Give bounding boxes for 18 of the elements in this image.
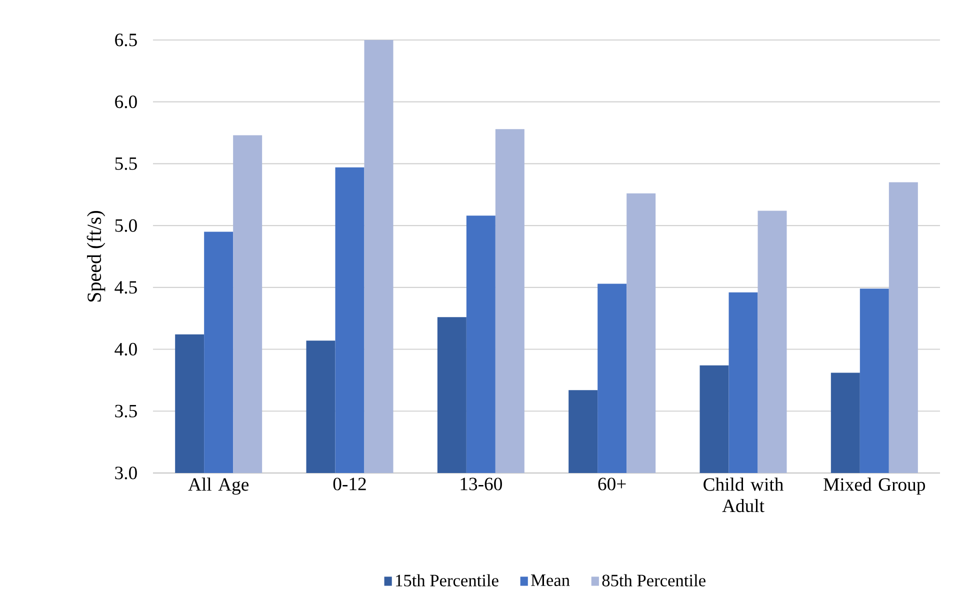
y-tick-label: 3.0 <box>115 466 137 480</box>
y-tick-label: 4.0 <box>114 342 137 356</box>
legend-label: 15th Percentile <box>396 574 498 586</box>
y-tick-label: 5.0 <box>115 219 137 232</box>
x-tick-label: All Age <box>188 478 249 495</box>
x-tick-label: Child with Adult <box>704 478 784 512</box>
x-tick-label: 60+ <box>598 478 626 490</box>
y-tick-label: 3.5 <box>115 404 137 418</box>
y-axis-title: Speed (ft/s) <box>86 211 106 302</box>
x-tick-label: 0-12 <box>333 478 366 490</box>
legend-label: Mean <box>531 574 570 586</box>
y-tick-label: 4.5 <box>114 281 137 294</box>
y-tick-label: 5.5 <box>115 157 137 170</box>
x-tick-label: Mixed Group <box>824 478 926 495</box>
y-tick-label: 6.5 <box>115 34 137 46</box>
y-tick-label: 6.0 <box>115 96 137 108</box>
x-tick-label: 13-60 <box>460 478 502 490</box>
legend-label: 85th Percentile <box>602 574 706 586</box>
